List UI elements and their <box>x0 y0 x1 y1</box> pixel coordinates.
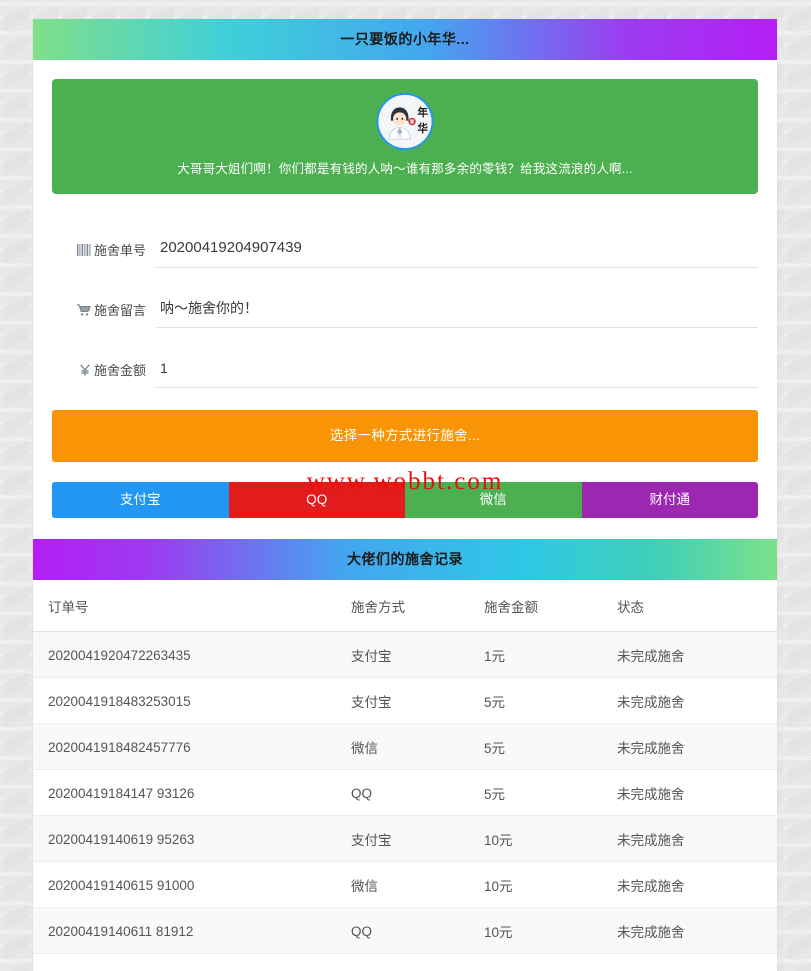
cell-amount: 5元 <box>484 769 617 816</box>
pay-button-alipay[interactable]: 支付宝 <box>52 482 229 518</box>
status-badge: 未完成施舍 <box>617 723 777 770</box>
records-card-header: 大佬们的施舍记录 <box>33 539 777 580</box>
choose-payment-method-button[interactable]: 选择一种方式进行施舍... <box>52 410 758 462</box>
cell-amount: 5元 <box>484 677 617 724</box>
cell-amount: 10元 <box>484 907 617 954</box>
status-badge: 未完成施舍 <box>617 677 777 724</box>
cell-method: 支付宝 <box>351 677 484 724</box>
status-badge: 未完成施舍 <box>617 631 777 678</box>
avatar-illustration: 年 华 <box>378 95 432 148</box>
column-header-status: 状态 <box>617 580 777 632</box>
pay-button-wechat[interactable]: 微信 <box>405 482 582 518</box>
cell-order-number: 2020041918483253015 <box>33 677 351 724</box>
yuan-icon <box>79 364 91 376</box>
table-header-row: 订单号 施舍方式 施舍金额 状态 <box>33 580 777 632</box>
form-label-text: 施舍单号 <box>93 243 146 258</box>
status-badge: 未完成施舍 <box>617 815 777 862</box>
status-badge: 未完成施舍 <box>617 769 777 816</box>
table-row[interactable]: 20200419140611 81912 QQ 10元 未完成施舍 <box>33 907 777 954</box>
cell-order-number: 20200419184147 93126 <box>33 769 351 816</box>
donation-card-header: 一只要饭的小年华... <box>33 19 777 60</box>
payment-buttons-wrapper: 支付宝 QQ 微信 财付通 <box>33 462 777 540</box>
form-label-text: 施舍金额 <box>93 363 146 378</box>
status-badge: 已完成施舍 <box>617 953 777 971</box>
cell-order-number: 20200419140619 95263 <box>33 815 351 862</box>
form-label-text: 施舍留言 <box>93 303 146 318</box>
cell-order-number: 2020041920472263435 <box>33 631 351 678</box>
cell-amount: 5元 <box>484 953 617 971</box>
avatar: 年 华 <box>376 93 434 150</box>
table-row[interactable]: 2020041918482457776 微信 5元 未完成施舍 <box>33 723 777 770</box>
column-header-order: 订单号 <box>33 580 351 632</box>
status-badge: 未完成施舍 <box>617 907 777 954</box>
svg-text:华: 华 <box>417 122 428 135</box>
table-row[interactable]: 20200419140615 91000 微信 10元 未完成施舍 <box>33 861 777 908</box>
cell-method: 微信 <box>351 723 484 770</box>
column-header-amount: 施舍金额 <box>484 580 617 632</box>
amount-value[interactable]: 1 <box>156 358 758 388</box>
records-table-head: 订单号 施舍方式 施舍金额 状态 <box>33 580 777 632</box>
cell-method: 支付宝 <box>351 815 484 862</box>
cell-amount: 5元 <box>484 723 617 770</box>
cell-order-number: 2020041918482457776 <box>33 723 351 770</box>
cell-method: QQ <box>351 769 484 816</box>
cell-method: 支付宝 <box>351 953 484 971</box>
form-row-message: 施舍留言 呐～施舍你的！ <box>52 268 758 328</box>
cell-amount: 10元 <box>484 815 617 862</box>
table-row[interactable]: 2020041918483253015 支付宝 5元 未完成施舍 <box>33 677 777 724</box>
cell-method: QQ <box>351 907 484 954</box>
cell-amount: 1元 <box>484 631 617 678</box>
records-card: 大佬们的施舍记录 订单号 施舍方式 施舍金额 状态 20200419204722… <box>33 539 777 971</box>
donation-card: 一只要饭的小年华... <box>33 19 777 540</box>
svg-text:年: 年 <box>417 106 428 119</box>
cell-amount: 10元 <box>484 861 617 908</box>
cell-order-number: 20200419135654 73268 <box>33 953 351 971</box>
payment-button-group: 支付宝 QQ 微信 财付通 <box>52 482 758 518</box>
pay-button-qq[interactable]: QQ <box>228 482 405 518</box>
form-label-amount: 施舍金额 <box>52 360 156 388</box>
order-number-value[interactable]: 20200419204907439 <box>156 238 758 268</box>
pay-button-tenpay[interactable]: 财付通 <box>581 482 758 518</box>
cart-icon <box>76 304 91 316</box>
table-row[interactable]: 20200419140619 95263 支付宝 10元 未完成施舍 <box>33 815 777 862</box>
records-table-body: 2020041920472263435 支付宝 1元 未完成施舍 20200419184… <box>33 631 777 971</box>
message-value[interactable]: 呐～施舍你的！ <box>156 298 758 328</box>
records-table: 订单号 施舍方式 施舍金额 状态 2020041920472263435 支付宝 1… <box>33 580 777 971</box>
donation-form: 施舍单号 20200419204907439 施舍留言 <box>33 194 777 388</box>
form-label-message: 施舍留言 <box>52 300 156 328</box>
form-label-order-number: 施舍单号 <box>52 240 156 268</box>
table-row[interactable]: 20200419135654 73268支付宝5元已完成施舍 <box>33 953 777 971</box>
form-row-order-number: 施舍单号 20200419204907439 <box>52 208 758 268</box>
table-row[interactable]: 20200419184147 93126 QQ 5元 未完成施舍 <box>33 769 777 816</box>
form-row-amount: 施舍金额 1 <box>52 328 758 388</box>
column-header-method: 施舍方式 <box>351 580 484 632</box>
cell-order-number: 20200419140611 81912 <box>33 907 351 954</box>
status-badge: 未完成施舍 <box>617 861 777 908</box>
green-banner: 年 华 大哥哥大姐们啊！你们都是有钱的人呐～谁有那多余的零钱？给我这流浪的人啊.… <box>52 79 758 194</box>
cell-method: 支付宝 <box>351 631 484 678</box>
table-row[interactable]: 2020041920472263435 支付宝 1元 未完成施舍 <box>33 631 777 678</box>
banner-wrapper: 年 华 大哥哥大姐们啊！你们都是有钱的人呐～谁有那多余的零钱？给我这流浪的人啊.… <box>33 60 777 194</box>
cell-order-number: 20200419140615 91000 <box>33 861 351 908</box>
cell-method: 微信 <box>351 861 484 908</box>
banner-slogan: 大哥哥大姐们啊！你们都是有钱的人呐～谁有那多余的零钱？给我这流浪的人啊... <box>177 162 633 176</box>
barcode-icon <box>76 244 91 256</box>
choose-method-wrapper: 选择一种方式进行施舍... <box>33 388 777 462</box>
